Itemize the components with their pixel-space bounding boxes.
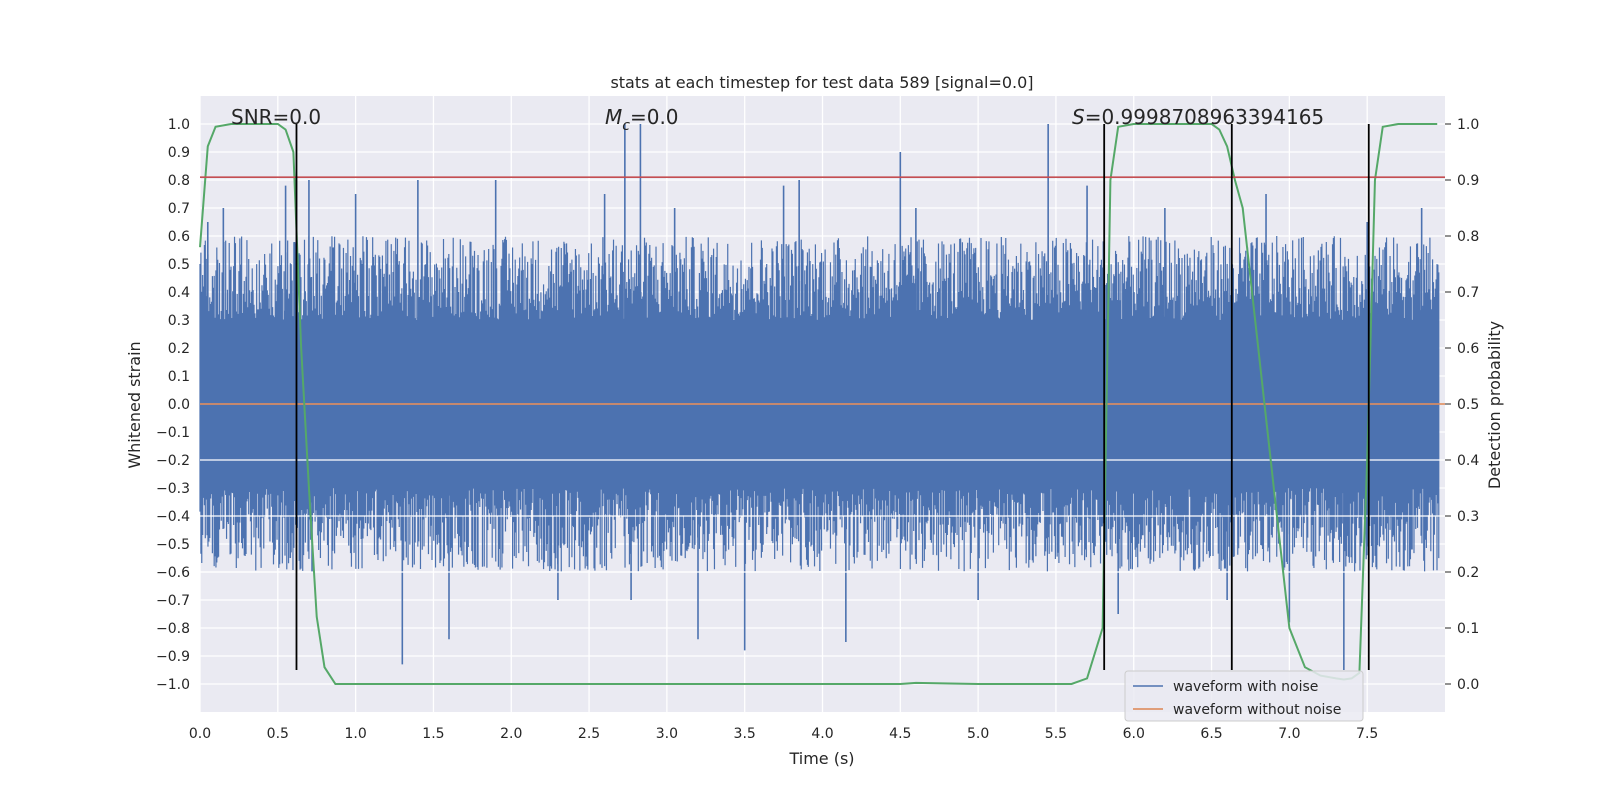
legend-label-clean: waveform without noise: [1173, 702, 1341, 718]
y2-tick-label: 0.6: [1457, 341, 1479, 357]
x-tick-label: 2.0: [500, 726, 522, 742]
y-tick-label: 0.1: [168, 369, 190, 385]
x-tick-label: 5.0: [967, 726, 989, 742]
y-tick-label: 0.9: [168, 145, 190, 161]
x-tick-label: 1.5: [422, 726, 444, 742]
y2-tick-label: 0.0: [1457, 677, 1479, 693]
y2-tick-label: 0.3: [1457, 509, 1479, 525]
chirp-mass-value: =0.0: [630, 105, 679, 129]
y-tick-label: −0.2: [156, 453, 190, 469]
detection-statistic-symbol: S: [1072, 105, 1085, 129]
y2-tick-label: 0.9: [1457, 173, 1479, 189]
y-tick-label: 0.3: [168, 313, 190, 329]
y2-tick-label: 0.4: [1457, 453, 1479, 469]
x-tick-label: 5.5: [1045, 726, 1067, 742]
y-tick-label: −0.1: [156, 425, 190, 441]
y-tick-label: 0.5: [168, 257, 190, 273]
chirp-mass-annotation: Mc=0.0: [605, 105, 679, 134]
chirp-mass-subscript: c: [622, 118, 630, 134]
x-tick-label: 0.5: [267, 726, 289, 742]
y2-tick-label: 0.5: [1457, 397, 1479, 413]
y-tick-label: −0.4: [156, 509, 190, 525]
detection-statistic-annotation: S=0.9998708963394165: [1072, 105, 1324, 129]
legend-label-noise: waveform with noise: [1173, 679, 1318, 695]
x-tick-label: 4.5: [889, 726, 911, 742]
vertical-markers-layer: [295, 124, 1370, 670]
y-tick-label: −0.7: [156, 593, 190, 609]
x-tick-label: 3.0: [656, 726, 678, 742]
y-tick-label: 1.0: [168, 117, 190, 133]
x-tick-label: 7.5: [1356, 726, 1378, 742]
y-tick-label: −0.8: [156, 621, 190, 637]
y-tick-label: 0.2: [168, 341, 190, 357]
x-tick-label: 2.5: [578, 726, 600, 742]
chirp-mass-symbol: M: [605, 105, 622, 129]
chart-title: stats at each timestep for test data 589…: [610, 73, 1033, 92]
y-tick-label: −0.9: [156, 649, 190, 665]
x-tick-label: 1.0: [344, 726, 366, 742]
y-tick-label: −1.0: [156, 677, 190, 693]
y2-tick-label: 0.8: [1457, 229, 1479, 245]
y-tick-label: 0.4: [168, 285, 190, 301]
y2-tick-label: 0.7: [1457, 285, 1479, 301]
x-tick-label: 4.0: [811, 726, 833, 742]
snr-annotation: SNR=0.0: [231, 105, 321, 129]
legend: waveform with noise waveform without noi…: [1124, 670, 1364, 722]
y-tick-label: 0.6: [168, 229, 190, 245]
y2-tick-label: 1.0: [1457, 117, 1479, 133]
tick-label-layer: 0.0 0.5 1.0 1.5 2.0 2.5 3.0 3.5 4.0 4.5 5.0 5.5 6.0 6…: [156, 117, 1479, 742]
y-tick-label: −0.5: [156, 537, 190, 553]
x-tick-label: 7.0: [1278, 726, 1300, 742]
x-tick-label: 6.5: [1200, 726, 1222, 742]
y-tick-label: 0.7: [168, 201, 190, 217]
y-tick-label: 0.8: [168, 173, 190, 189]
noise-series-path: [199, 236, 1440, 572]
y2-axis-label: Detection probability: [1485, 321, 1504, 489]
x-axis-label: Time (s): [788, 749, 854, 768]
y-tick-label: −0.6: [156, 565, 190, 581]
y-tick-label: 0.0: [168, 397, 190, 413]
x-tick-label: 6.0: [1123, 726, 1145, 742]
y2-tick-label: 0.2: [1457, 565, 1479, 581]
legend-box: [1124, 670, 1364, 722]
x-tick-label: 3.5: [734, 726, 756, 742]
y-axis-label: Whitened strain: [125, 341, 144, 468]
y-tick-label: −0.3: [156, 481, 190, 497]
x-tick-label: 0.0: [189, 726, 211, 742]
y2-tick-label: 0.1: [1457, 621, 1479, 637]
detection-statistic-value: =0.9998708963394165: [1085, 105, 1324, 129]
